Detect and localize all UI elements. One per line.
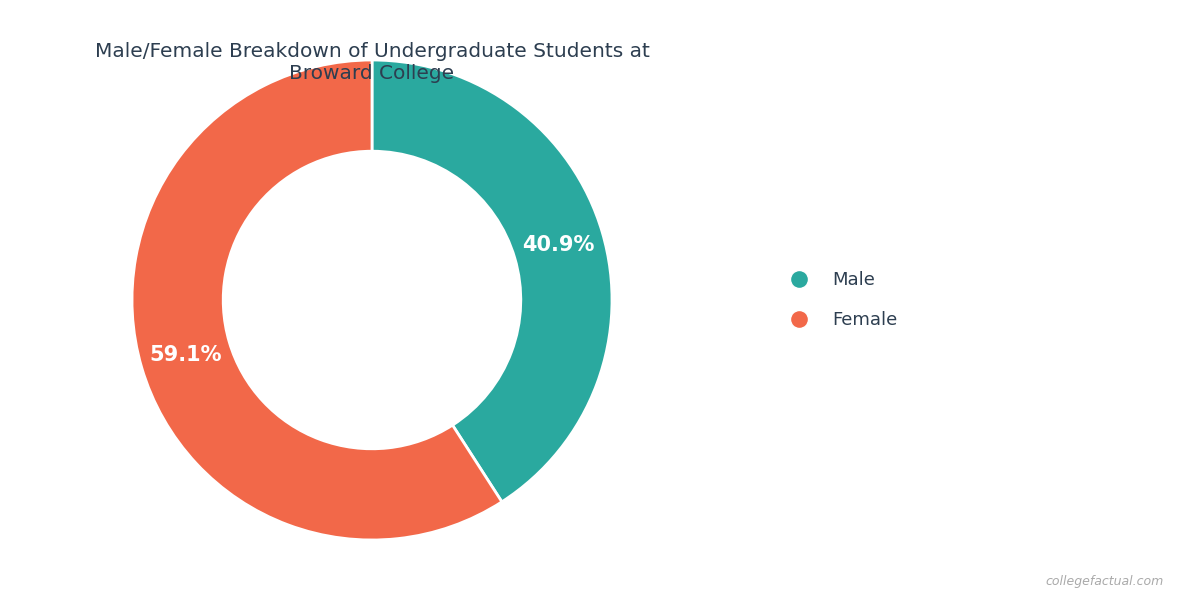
Text: Male/Female Breakdown of Undergraduate Students at
Broward College: Male/Female Breakdown of Undergraduate S… [95,42,649,83]
Text: 40.9%: 40.9% [522,235,595,255]
Wedge shape [372,60,612,502]
Wedge shape [132,60,502,540]
Legend: Male, Female: Male, Female [774,264,905,336]
Text: collegefactual.com: collegefactual.com [1045,575,1164,588]
Text: 59.1%: 59.1% [149,345,222,365]
